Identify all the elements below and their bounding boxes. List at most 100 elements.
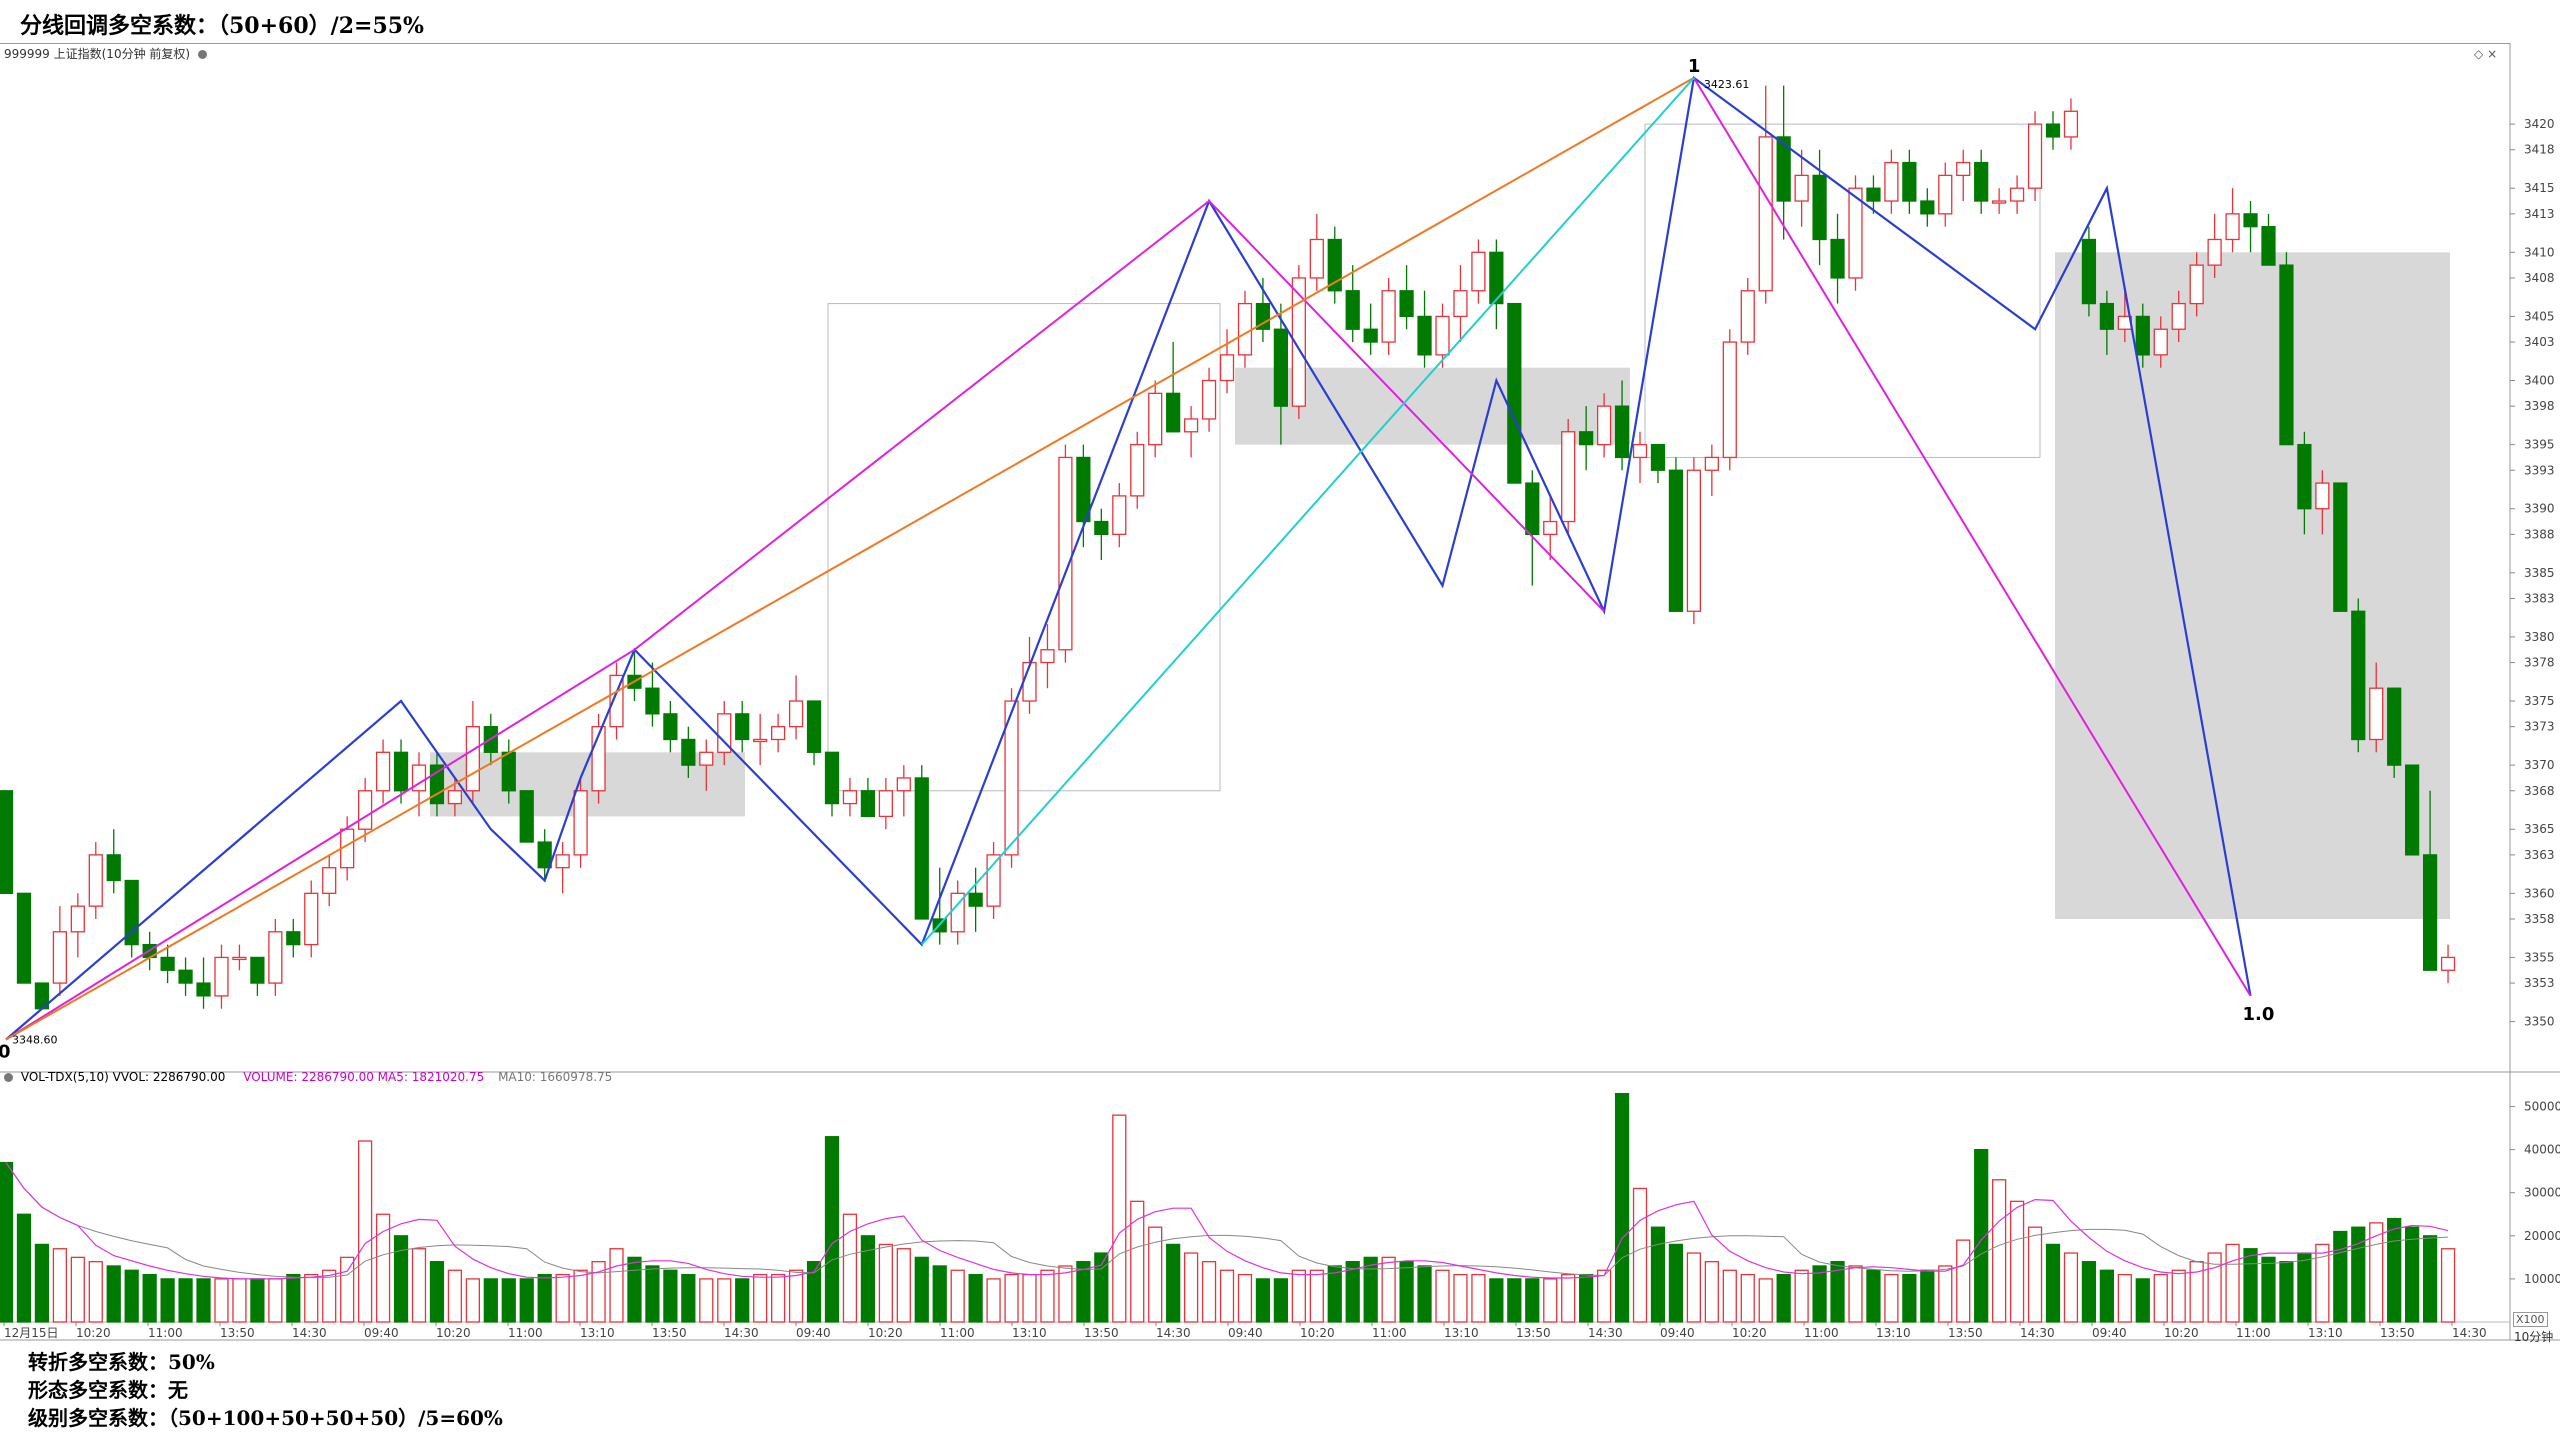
price-tick-label-11: 3378 — [2524, 656, 2555, 670]
volume-bar-56 — [1004, 1273, 1019, 1323]
volume-bar-32 — [573, 1269, 588, 1323]
volume-bar-2 — [34, 1243, 50, 1323]
candle-body-43 — [771, 726, 786, 741]
candle-body-69 — [1237, 302, 1253, 356]
volume-ma5-line — [5, 1162, 2449, 1280]
volume-bar-43 — [771, 1273, 786, 1323]
candle-body-15 — [268, 931, 283, 984]
candle-body-39 — [699, 751, 714, 766]
price-tick-label-16: 3390 — [2524, 502, 2555, 516]
volume-tick-label-0: 10000 — [2524, 1272, 2560, 1286]
candle-body-67 — [1201, 379, 1217, 420]
volume-bar-57 — [1022, 1273, 1037, 1323]
candle-body-68 — [1219, 354, 1235, 382]
volume-bar-87 — [1561, 1273, 1576, 1323]
candle-body-73 — [1309, 238, 1324, 279]
volume-bar-90 — [1614, 1092, 1630, 1323]
volume-bar-121 — [2171, 1269, 2186, 1323]
price-tick-label-5: 3363 — [2524, 848, 2555, 862]
volume-bar-94 — [1686, 1252, 1701, 1323]
candle-body-72 — [1291, 277, 1306, 407]
volume-bar-77 — [1381, 1256, 1396, 1323]
time-label-28: 14:30 — [2020, 1326, 2055, 1340]
close-icon[interactable]: × — [2487, 47, 2498, 61]
volume-bar-41 — [735, 1278, 750, 1323]
volume-bar-60 — [1076, 1261, 1091, 1323]
candle-body-90 — [1614, 405, 1630, 459]
settings-dot-icon[interactable] — [197, 50, 207, 59]
panel-controls[interactable]: ◇ × — [2474, 47, 2497, 61]
candle-body-62 — [1112, 495, 1127, 536]
candle-body-32 — [573, 790, 588, 856]
volume-bar-4 — [70, 1256, 85, 1323]
candle-body-42 — [753, 738, 768, 743]
price-tick-label-18: 3395 — [2524, 438, 2555, 452]
volume-bar-96 — [1722, 1269, 1737, 1323]
volume-bar-84 — [1507, 1278, 1522, 1323]
price-tick-label-22: 3405 — [2524, 309, 2555, 323]
volume-bar-53 — [950, 1269, 965, 1323]
volume-tick-label-4: 50000 — [2524, 1100, 2560, 1114]
candle-body-29 — [519, 790, 534, 843]
volume-bar-71 — [1273, 1278, 1289, 1323]
vol-value: VOLUME: 2286790.00 MA5: 1821020.75 — [243, 1070, 485, 1084]
time-label-1: 10:20 — [76, 1326, 111, 1340]
candle-body-58 — [1040, 649, 1055, 664]
volume-bar-73 — [1309, 1269, 1324, 1323]
volume-bar-64 — [1148, 1226, 1163, 1323]
price-tick-label-9: 3373 — [2524, 720, 2555, 734]
candle-body-80 — [1435, 315, 1450, 356]
period-label[interactable]: 10分钟 — [2514, 1330, 2554, 1344]
volume-bar-35 — [627, 1256, 642, 1323]
time-label-14: 13:10 — [1012, 1326, 1047, 1340]
price-tick-label-25: 3413 — [2524, 207, 2555, 221]
candle-body-26 — [465, 726, 480, 792]
candle-body-113 — [2027, 123, 2043, 189]
candle-body-123 — [2207, 238, 2222, 266]
volume-bar-118 — [2117, 1273, 2132, 1323]
end-label: 1.0 — [2243, 1004, 2275, 1025]
candle-body-22 — [393, 751, 409, 792]
price-tick-label-20: 3400 — [2524, 374, 2555, 388]
candle-body-96 — [1722, 341, 1737, 459]
candle-body-12 — [214, 956, 229, 997]
candle-body-65 — [1166, 392, 1181, 433]
volume-bar-44 — [788, 1269, 804, 1323]
candle-body-114 — [2045, 123, 2061, 138]
candle-body-54 — [968, 892, 983, 907]
volume-bar-132 — [2369, 1222, 2384, 1323]
candle-body-119 — [2135, 315, 2150, 356]
volume-bar-18 — [322, 1269, 337, 1323]
volume-bar-108 — [1938, 1265, 1953, 1323]
volume-bar-70 — [1255, 1278, 1271, 1323]
main-panel-label: 999999 上证指数(10分钟 前复权) — [4, 45, 207, 62]
candle-body-59 — [1058, 456, 1073, 651]
candle-body-24 — [429, 764, 445, 805]
volume-tick-label-2: 30000 — [2524, 1186, 2560, 1200]
volume-panel-label: VOL-TDX(5,10) VVOL: 2286790.00 VOLUME: 2… — [4, 1070, 612, 1084]
volume-bar-9 — [160, 1278, 175, 1323]
volume-bar-1 — [16, 1213, 32, 1323]
price-tick-label-6: 3365 — [2524, 822, 2555, 836]
candle-body-94 — [1686, 469, 1701, 612]
candle-body-86 — [1543, 520, 1558, 536]
candle-body-79 — [1417, 315, 1432, 356]
candle-body-38 — [681, 738, 696, 766]
candle-body-103 — [1848, 187, 1863, 279]
volume-bar-25 — [447, 1269, 463, 1323]
price-tick-label-0: 3350 — [2524, 1015, 2555, 1029]
time-label-22: 14:30 — [1588, 1326, 1623, 1340]
volume-bar-14 — [250, 1278, 265, 1323]
candle-body-97 — [1740, 290, 1755, 343]
diamond-icon[interactable]: ◇ — [2474, 47, 2484, 61]
volume-settings-icon[interactable] — [4, 1073, 13, 1082]
candle-body-20 — [358, 790, 373, 830]
volume-bar-123 — [2207, 1252, 2222, 1323]
time-label-11: 09:40 — [796, 1326, 831, 1340]
candle-body-121 — [2171, 302, 2186, 330]
candle-body-56 — [1004, 700, 1019, 856]
candle-body-25 — [447, 790, 463, 805]
volume-bar-80 — [1435, 1269, 1450, 1323]
volume-bar-58 — [1040, 1269, 1055, 1323]
